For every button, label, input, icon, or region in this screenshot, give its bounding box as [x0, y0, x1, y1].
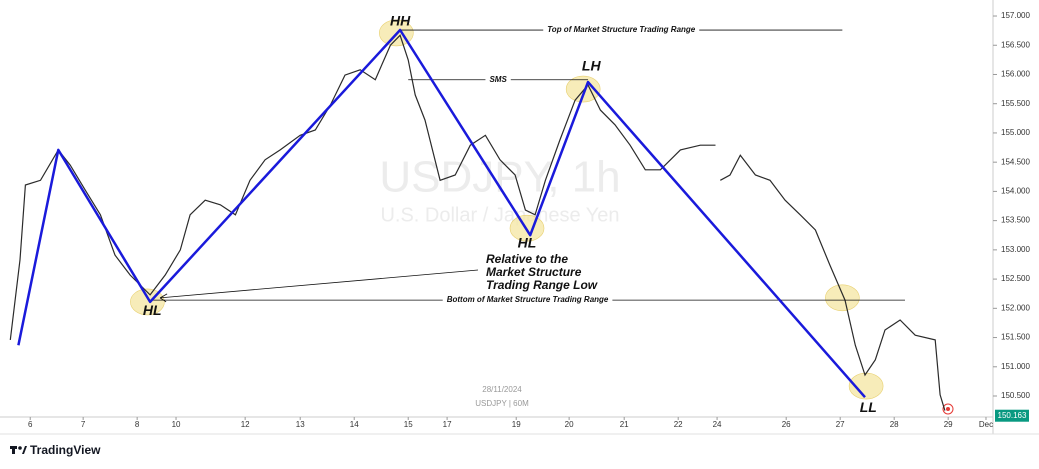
- x-tick-label: 28: [890, 420, 899, 429]
- swing-label: HL: [143, 302, 162, 318]
- y-tick-label: 156.000: [1001, 70, 1030, 79]
- y-tick-label: 152.500: [1001, 274, 1030, 283]
- swing-label: LL: [860, 399, 877, 415]
- brand: TradingView: [30, 443, 101, 457]
- y-tick-label: 150.500: [1001, 391, 1030, 400]
- y-tick-label: 155.000: [1001, 128, 1030, 137]
- y-tick-label: 151.000: [1001, 362, 1030, 371]
- highlight: [825, 284, 860, 312]
- y-tick-label: 156.500: [1001, 40, 1030, 49]
- x-tick-label: 24: [713, 420, 722, 429]
- y-tick-label: 152.000: [1001, 303, 1030, 312]
- swing-label: HL: [518, 235, 537, 251]
- y-tick-label: 153.000: [1001, 245, 1030, 254]
- x-tick-label: 7: [81, 420, 86, 429]
- stamp-symbol: USDJPY | 60M: [475, 399, 529, 408]
- x-tick-label: 20: [565, 420, 574, 429]
- x-tick-label: 15: [404, 420, 413, 429]
- x-tick-label: Dec: [979, 420, 993, 429]
- x-tick-label: 13: [296, 420, 305, 429]
- level-label-bg: [543, 26, 700, 35]
- last-price-badge: [995, 409, 1029, 422]
- level-label-bg: [485, 75, 511, 84]
- x-tick-label: 21: [620, 420, 629, 429]
- x-tick-label: 10: [172, 420, 181, 429]
- annotation-line: Market Structure: [486, 265, 582, 279]
- level-label-bg: [442, 296, 613, 305]
- last-price-label: 150.163: [998, 411, 1027, 420]
- y-tick-label: 153.500: [1001, 216, 1030, 225]
- x-tick-label: 17: [443, 420, 452, 429]
- y-tick-label: 155.500: [1001, 99, 1030, 108]
- level-label: Top of Market Structure Trading Range: [547, 25, 696, 34]
- level-label: SMS: [489, 75, 507, 84]
- watermark-symbol: USDJPY, 1h: [379, 153, 620, 202]
- y-tick-label: 154.000: [1001, 187, 1030, 196]
- y-tick-label: 151.500: [1001, 333, 1030, 342]
- zigzag: [17, 28, 866, 399]
- watermark-description: U.S. Dollar / Japanese Yen: [380, 204, 619, 226]
- x-tick-label: 8: [135, 420, 140, 429]
- highlight: [565, 75, 601, 103]
- brand-logo: [10, 446, 27, 454]
- swing-label: LH: [582, 58, 602, 74]
- x-tick-label: 12: [241, 420, 250, 429]
- y-tick-label: 157.000: [1001, 11, 1030, 20]
- x-tick-label: 27: [836, 420, 845, 429]
- x-tick-label: 14: [350, 420, 359, 429]
- target-icon: [942, 403, 954, 415]
- stamp-date: 28/11/2024: [482, 385, 522, 394]
- x-tick-label: 6: [28, 420, 33, 429]
- x-tick-label: 29: [944, 420, 953, 429]
- x-tick-label: 22: [674, 420, 683, 429]
- x-tick-label: 19: [512, 420, 521, 429]
- level-label: Bottom of Market Structure Trading Range: [447, 295, 609, 304]
- y-tick-label: 154.500: [1001, 157, 1030, 166]
- swing-label: HH: [390, 13, 411, 29]
- annotation-line: Trading Range Low: [486, 278, 598, 292]
- x-tick-label: 26: [782, 420, 791, 429]
- annotation-line: Relative to the: [486, 252, 568, 266]
- annotation-arrowhead: [159, 293, 168, 303]
- annotation-arrow: [160, 269, 479, 299]
